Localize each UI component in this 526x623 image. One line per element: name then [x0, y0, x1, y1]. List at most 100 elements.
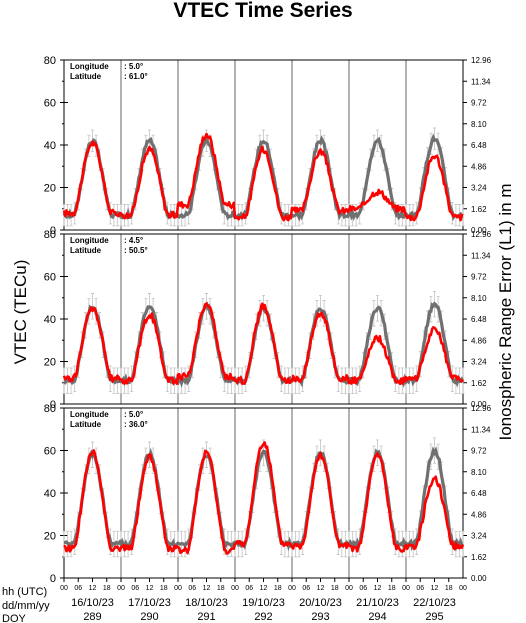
y-tick-label-left: 40	[44, 488, 56, 500]
longitude-value: : 5.0°	[124, 410, 143, 419]
chart-title: VTEC Time Series	[173, 0, 352, 22]
longitude-label: Longitude	[70, 410, 109, 419]
hour-tick-label: 00	[231, 585, 239, 592]
hour-tick-label: 06	[74, 585, 82, 592]
y-tick-label-right: 4.86	[471, 336, 487, 345]
hour-tick-label: 12	[374, 585, 382, 592]
panel-2: 0 20 40 60 80 0.00 1.62 3.24 4.86 6.48 8.10 9.72 11.…	[44, 229, 492, 411]
y-tick-label-right: 3.24	[471, 358, 487, 367]
row-label-date: dd/mm/yy	[2, 600, 50, 612]
latitude-label: Latitude	[70, 246, 102, 255]
hour-tick-label: 18	[217, 585, 225, 592]
y-tick-label-left: 40	[44, 314, 56, 326]
observed-series-line	[62, 302, 464, 386]
doy-label: 295	[425, 611, 443, 623]
y-tick-label-right: 4.86	[471, 510, 487, 519]
hour-tick-label: 12	[89, 585, 97, 592]
y-tick-label-right: 9.72	[471, 447, 487, 456]
doy-label: 291	[197, 611, 215, 623]
y-tick-label-right: 9.72	[471, 99, 487, 108]
hour-tick-label: 06	[302, 585, 310, 592]
y-tick-label-right: 0.00	[471, 574, 487, 583]
y-tick-label-right: 11.34	[471, 425, 491, 434]
hour-tick-label: 18	[388, 585, 396, 592]
panel-3: 0 20 40 60 80 0.00 1.62 3.24 4.86 6.48 8.10 9.72 11.…	[44, 403, 492, 585]
latitude-value: : 36.0°	[124, 420, 148, 429]
y-tick-label-right: 0.00	[471, 226, 487, 235]
y-tick-label-right: 3.24	[471, 184, 487, 193]
hour-tick-label: 06	[359, 585, 367, 592]
hour-tick-label: 06	[188, 585, 196, 592]
doy-label: 292	[254, 611, 272, 623]
date-label: 17/10/23	[128, 597, 171, 609]
longitude-label: Longitude	[70, 62, 109, 71]
date-label: 20/10/23	[299, 597, 342, 609]
y-tick-label-left: 20	[44, 357, 56, 369]
latitude-value: : 50.5°	[124, 246, 148, 255]
date-label: 16/10/23	[71, 597, 114, 609]
latitude-label: Latitude	[70, 420, 102, 429]
doy-label: 293	[311, 611, 329, 623]
hour-tick-label: 12	[203, 585, 211, 592]
y-tick-label-left: 60	[44, 98, 56, 110]
row-label-hour: hh (UTC)	[2, 586, 47, 598]
date-label: 21/10/23	[356, 597, 399, 609]
y-tick-label-right: 1.62	[471, 379, 487, 388]
longitude-value: : 4.5°	[124, 236, 143, 245]
y-tick-label-right: 4.86	[471, 162, 487, 171]
hour-tick-label: 18	[103, 585, 111, 592]
y-tick-label-left: 80	[44, 403, 56, 415]
panel-frame	[63, 407, 464, 579]
y-tick-label-left: 20	[44, 531, 56, 543]
y-tick-label-left: 60	[44, 446, 56, 458]
y-tick-label-right: 1.62	[471, 553, 487, 562]
y-tick-label-right: 1.62	[471, 205, 487, 214]
latitude-label: Latitude	[70, 72, 102, 81]
row-label-doy: DOY	[2, 613, 27, 623]
panel-1: 0 20 40 60 80 0.00 1.62 3.24 4.86 6.48 8.10 9.72 11.…	[44, 55, 492, 237]
y-axis-label-left: VTEC (TECu)	[11, 260, 30, 365]
y-tick-label-right: 0.00	[471, 400, 487, 409]
hour-tick-label: 06	[131, 585, 139, 592]
longitude-label: Longitude	[70, 236, 109, 245]
y-tick-label-right: 8.10	[471, 294, 487, 303]
y-tick-label-left: 20	[44, 183, 56, 195]
hour-tick-label: 12	[431, 585, 439, 592]
doy-label: 289	[83, 611, 101, 623]
y-tick-label-left: 80	[44, 229, 56, 241]
hour-tick-label: 18	[160, 585, 168, 592]
hour-tick-label: 06	[245, 585, 253, 592]
hour-tick-label: 00	[288, 585, 296, 592]
y-tick-label-right: 3.24	[471, 532, 487, 541]
y-tick-label-left: 0	[50, 225, 56, 237]
date-label: 19/10/23	[242, 597, 285, 609]
y-tick-label-right: 12.96	[471, 230, 492, 239]
y-axis-label-right: Ionospheric Range Error (L1) in m	[496, 183, 515, 440]
doy-label: 294	[368, 611, 386, 623]
y-tick-label-left: 0	[50, 399, 56, 411]
hour-tick-label: 18	[331, 585, 339, 592]
doy-label: 290	[140, 611, 158, 623]
y-tick-label-right: 11.34	[471, 77, 491, 86]
hour-tick-label: 00	[174, 585, 182, 592]
y-tick-label-right: 8.10	[471, 468, 487, 477]
y-tick-label-right: 6.48	[471, 489, 487, 498]
hour-tick-label: 06	[416, 585, 424, 592]
hour-tick-label: 18	[274, 585, 282, 592]
hour-tick-label: 12	[317, 585, 325, 592]
hour-tick-label: 12	[260, 585, 268, 592]
y-tick-label-right: 9.72	[471, 273, 487, 282]
date-label: 22/10/23	[413, 597, 456, 609]
latitude-value: : 61.0°	[124, 72, 148, 81]
observed-series-line	[62, 132, 464, 222]
hour-tick-label: 00	[60, 585, 68, 592]
date-label: 18/10/23	[185, 597, 228, 609]
hour-tick-label: 00	[117, 585, 125, 592]
y-tick-label-right: 8.10	[471, 120, 487, 129]
hour-tick-label: 00	[459, 585, 467, 592]
chart-panels: 0 20 40 60 80 0.00 1.62 3.24 4.86 6.48 8.10 9.72 11.…	[44, 55, 492, 623]
y-tick-label-left: 40	[44, 140, 56, 152]
observed-series-line	[63, 441, 465, 555]
y-tick-label-right: 11.34	[471, 251, 491, 260]
